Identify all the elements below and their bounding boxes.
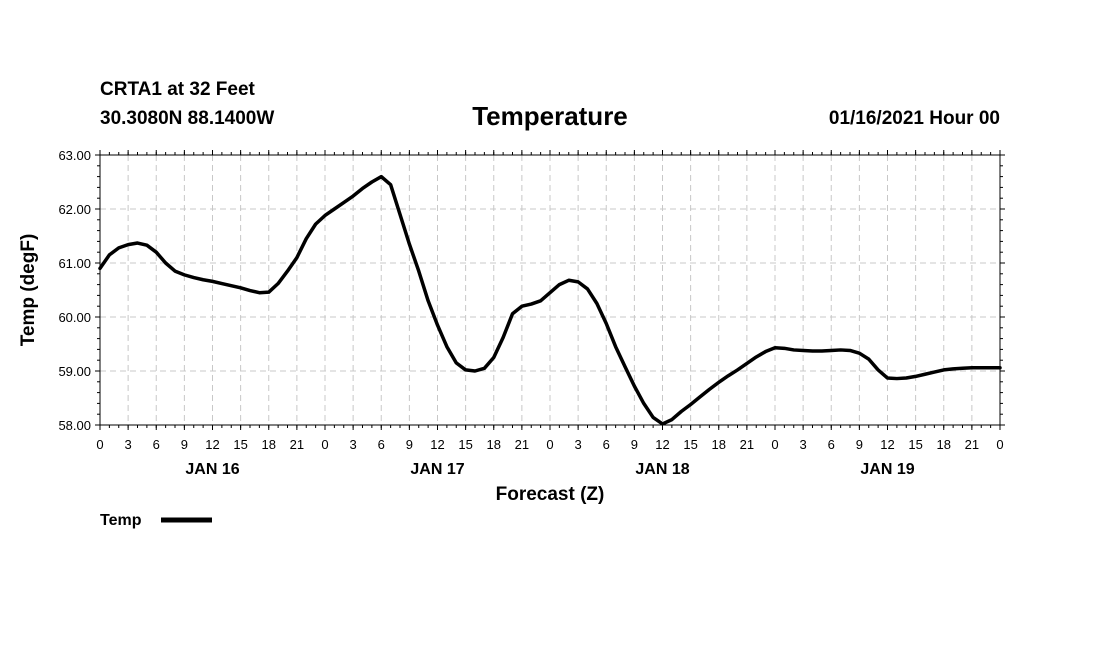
- x-tick-label: 15: [458, 437, 472, 452]
- x-tick-label: 12: [430, 437, 444, 452]
- x-tick-label: 6: [378, 437, 385, 452]
- x-tick-label: 15: [233, 437, 247, 452]
- y-tick-label: 63.00: [58, 148, 91, 163]
- x-tick-label: 3: [800, 437, 807, 452]
- legend-label: Temp: [100, 512, 142, 529]
- x-tick-label: 12: [880, 437, 894, 452]
- x-tick-label: 6: [603, 437, 610, 452]
- x-tick-label: 21: [290, 437, 304, 452]
- x-tick-label: 0: [96, 437, 103, 452]
- y-axis-title: Temp (degF): [18, 234, 39, 347]
- x-tick-label: 3: [350, 437, 357, 452]
- x-tick-label: 18: [937, 437, 951, 452]
- date-label: JAN 18: [635, 461, 689, 478]
- x-tick-label: 0: [996, 437, 1003, 452]
- x-tick-label: 12: [655, 437, 669, 452]
- date-labels: JAN 16 JAN 17 JAN 18 JAN 19: [185, 461, 914, 478]
- temp-series-line: [98, 174, 1002, 426]
- x-tick-label: 3: [125, 437, 132, 452]
- x-tick-label: 9: [631, 437, 638, 452]
- x-tick-label: 18: [712, 437, 726, 452]
- plot-frame: [99, 154, 1001, 426]
- series-layer: [98, 174, 1002, 426]
- grid-lines: [100, 155, 1000, 425]
- location-label: 30.3080N 88.1400W: [100, 108, 274, 129]
- x-tick-label: 21: [740, 437, 754, 452]
- x-tick-label: 0: [546, 437, 553, 452]
- y-tick-label: 61.00: [58, 256, 91, 271]
- y-tick-label: 62.00: [58, 202, 91, 217]
- x-tick-label: 9: [406, 437, 413, 452]
- station-label: CRTA1 at 32 Feet: [100, 79, 256, 100]
- x-tick-label: 9: [856, 437, 863, 452]
- x-tick-label: 0: [771, 437, 778, 452]
- x-tick-label: 15: [683, 437, 697, 452]
- x-axis-title: Forecast (Z): [496, 484, 605, 505]
- y-tick-label: 60.00: [58, 310, 91, 325]
- x-tick-label: 15: [908, 437, 922, 452]
- x-tick-label: 6: [828, 437, 835, 452]
- y-tick-label: 59.00: [58, 364, 91, 379]
- x-tick-label: 12: [205, 437, 219, 452]
- x-tick-label: 21: [515, 437, 529, 452]
- x-tick-label: 9: [181, 437, 188, 452]
- x-tick-label: 18: [262, 437, 276, 452]
- issued-time-label: 01/16/2021 Hour 00: [829, 108, 1000, 129]
- legend: Temp: [100, 512, 212, 529]
- y-axis: 58.00 59.00 60.00 61.00 62.00 63.00: [58, 148, 1005, 433]
- x-tick-label: 0: [321, 437, 328, 452]
- date-label: JAN 19: [860, 461, 914, 478]
- date-label: JAN 17: [410, 461, 464, 478]
- x-tick-label: 3: [575, 437, 582, 452]
- x-tick-label: 18: [487, 437, 501, 452]
- x-tick-label: 6: [153, 437, 160, 452]
- x-tick-label: 21: [965, 437, 979, 452]
- y-tick-label: 58.00: [58, 418, 91, 433]
- date-label: JAN 16: [185, 461, 239, 478]
- chart-title: Temperature: [472, 101, 628, 131]
